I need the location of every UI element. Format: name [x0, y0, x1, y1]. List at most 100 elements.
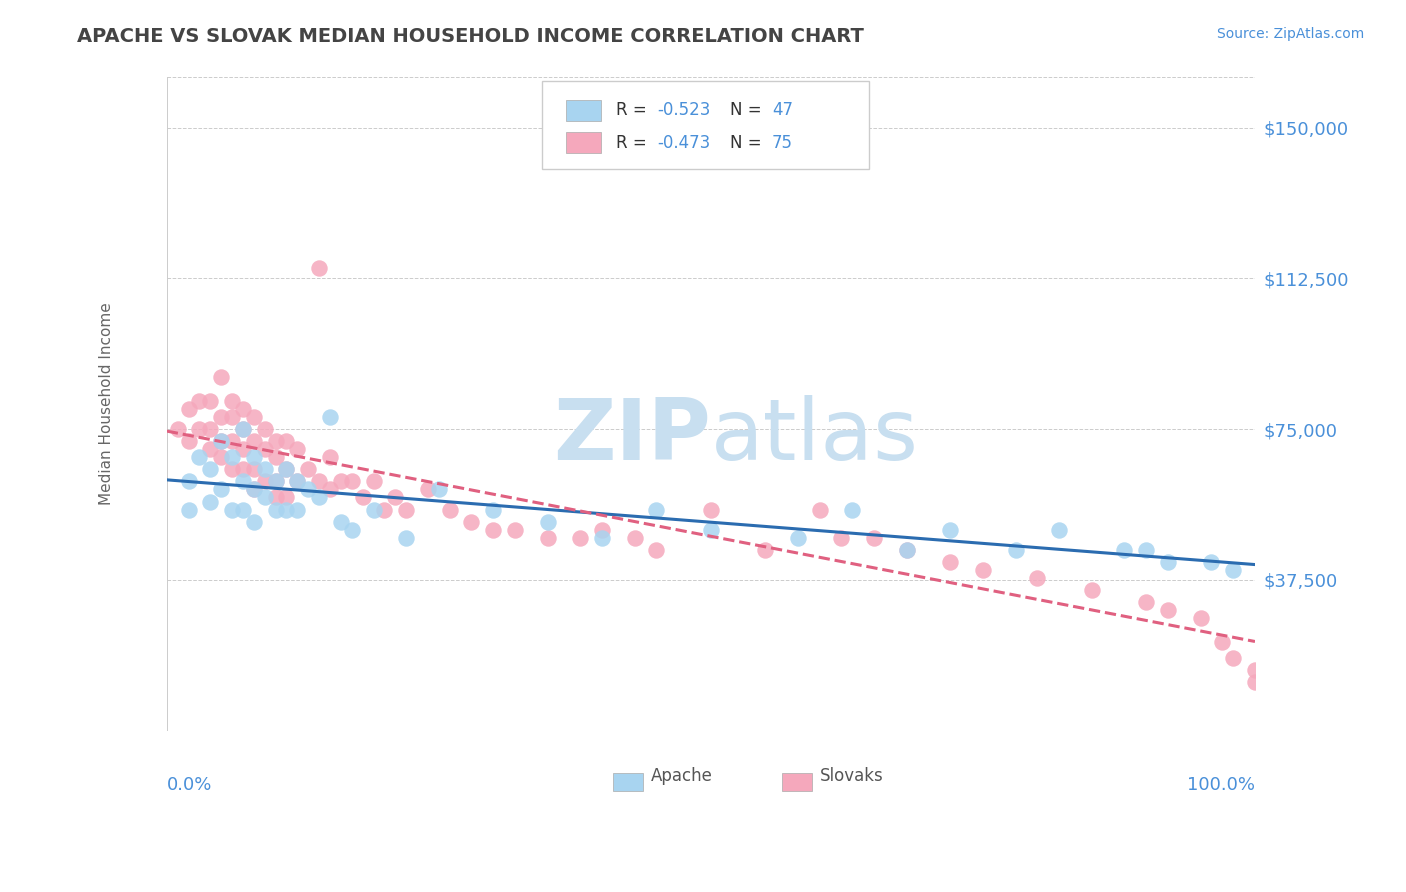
- Point: [264, 502, 287, 516]
- Point: [276, 462, 298, 476]
- Point: [200, 394, 222, 409]
- Point: [209, 434, 232, 449]
- Point: [460, 515, 482, 529]
- Point: [1026, 571, 1049, 585]
- Text: atlas: atlas: [711, 395, 920, 478]
- Point: [329, 515, 352, 529]
- Point: [243, 462, 266, 476]
- Text: ZIP: ZIP: [553, 395, 711, 478]
- Point: [700, 502, 723, 516]
- Point: [1211, 635, 1233, 649]
- FancyBboxPatch shape: [782, 773, 813, 791]
- Point: [243, 483, 266, 497]
- Point: [232, 462, 254, 476]
- Point: [537, 531, 560, 545]
- Point: [264, 475, 287, 489]
- Point: [363, 475, 385, 489]
- Point: [352, 491, 374, 505]
- Point: [340, 475, 363, 489]
- Point: [243, 483, 266, 497]
- Point: [253, 475, 276, 489]
- Point: [1201, 555, 1223, 569]
- Point: [1080, 582, 1102, 597]
- Text: Slovaks: Slovaks: [820, 767, 883, 785]
- Point: [232, 475, 254, 489]
- Point: [209, 410, 232, 425]
- Point: [1222, 651, 1244, 665]
- Point: [188, 394, 211, 409]
- Point: [841, 502, 863, 516]
- Point: [1114, 542, 1136, 557]
- Point: [253, 491, 276, 505]
- Point: [319, 450, 342, 465]
- Point: [427, 483, 450, 497]
- Point: [287, 442, 309, 457]
- Point: [276, 502, 298, 516]
- FancyBboxPatch shape: [613, 773, 644, 791]
- Point: [243, 450, 266, 465]
- Point: [482, 523, 505, 537]
- Point: [787, 531, 810, 545]
- Point: [297, 462, 319, 476]
- Point: [264, 450, 287, 465]
- Point: [416, 483, 439, 497]
- FancyBboxPatch shape: [567, 132, 600, 153]
- Text: Apache: Apache: [651, 767, 713, 785]
- Point: [221, 410, 243, 425]
- Point: [1157, 603, 1180, 617]
- Point: [808, 502, 831, 516]
- Point: [177, 502, 200, 516]
- Point: [395, 531, 418, 545]
- Point: [264, 475, 287, 489]
- Point: [264, 434, 287, 449]
- Text: Median Household Income: Median Household Income: [100, 302, 114, 506]
- Point: [1135, 542, 1157, 557]
- Point: [939, 523, 962, 537]
- Point: [373, 502, 395, 516]
- Text: 75: 75: [772, 134, 793, 152]
- Text: 0.0%: 0.0%: [167, 776, 212, 795]
- Point: [177, 402, 200, 417]
- Text: 100.0%: 100.0%: [1187, 776, 1256, 795]
- Point: [177, 475, 200, 489]
- Point: [200, 462, 222, 476]
- Point: [209, 434, 232, 449]
- Point: [243, 515, 266, 529]
- Text: 47: 47: [772, 101, 793, 120]
- Point: [276, 462, 298, 476]
- Point: [276, 434, 298, 449]
- Point: [221, 462, 243, 476]
- Point: [1244, 664, 1267, 678]
- Point: [297, 483, 319, 497]
- Point: [863, 531, 886, 545]
- Point: [253, 422, 276, 436]
- Point: [287, 475, 309, 489]
- Point: [243, 410, 266, 425]
- Point: [188, 450, 211, 465]
- Point: [1047, 523, 1070, 537]
- Point: [253, 442, 276, 457]
- Point: [972, 563, 994, 577]
- Point: [221, 502, 243, 516]
- Point: [1222, 563, 1244, 577]
- Point: [232, 442, 254, 457]
- Point: [645, 542, 668, 557]
- FancyBboxPatch shape: [567, 100, 600, 120]
- Point: [166, 422, 188, 436]
- Point: [232, 502, 254, 516]
- Point: [232, 422, 254, 436]
- Point: [830, 531, 852, 545]
- Point: [1004, 542, 1026, 557]
- Point: [209, 450, 232, 465]
- Point: [287, 475, 309, 489]
- Point: [1244, 675, 1267, 690]
- Point: [319, 483, 342, 497]
- Point: [276, 491, 298, 505]
- Point: [896, 542, 918, 557]
- Point: [253, 462, 276, 476]
- Point: [264, 491, 287, 505]
- Point: [232, 422, 254, 436]
- Point: [1157, 555, 1180, 569]
- Point: [591, 531, 613, 545]
- Text: R =: R =: [616, 134, 652, 152]
